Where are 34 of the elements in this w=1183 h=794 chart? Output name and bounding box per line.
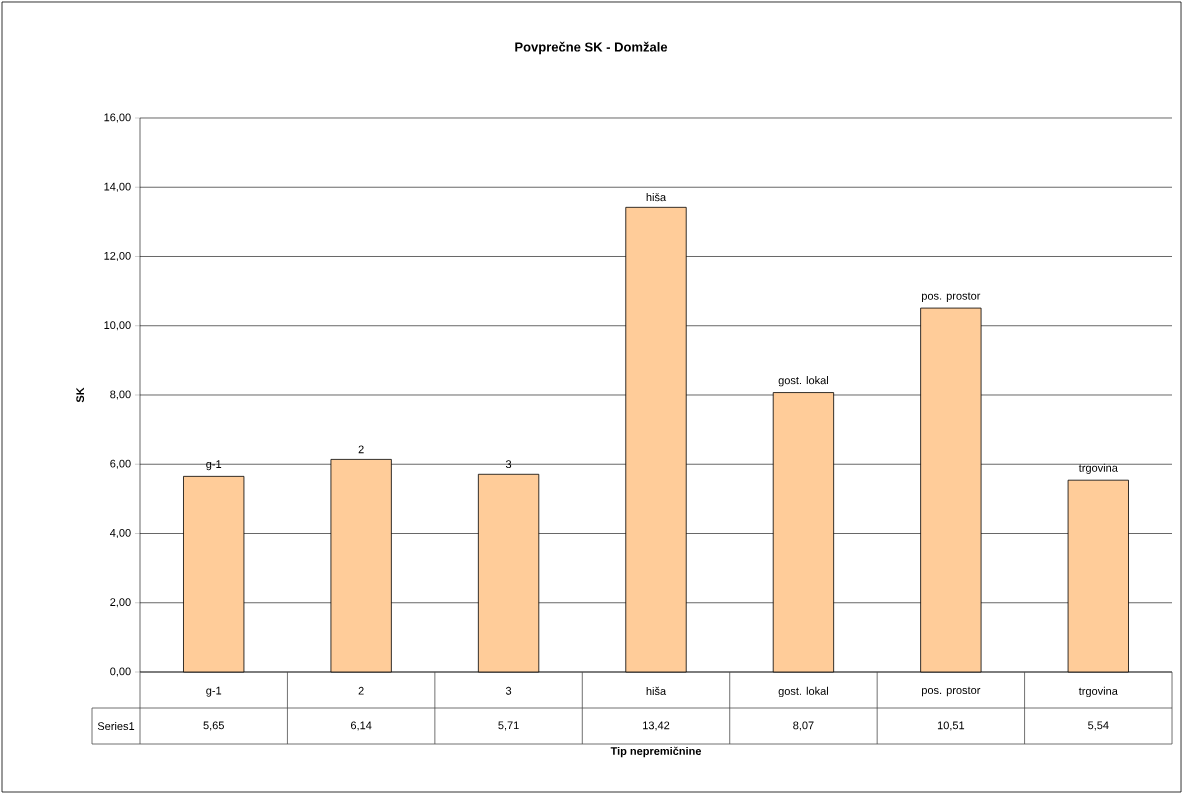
x-tick-label: gost. lokal bbox=[778, 686, 828, 698]
annotation: g-1 bbox=[206, 460, 222, 471]
text: Series1 bbox=[97, 721, 135, 731]
y-tick-label: 14,00 bbox=[104, 182, 131, 192]
x-tick-label: hiša bbox=[646, 686, 667, 695]
x-axis-title: Tip nepremičnine bbox=[610, 746, 702, 758]
annotation: 2 bbox=[358, 445, 364, 454]
x-tick-label: 2 bbox=[358, 686, 364, 695]
y-tick-label: 4,00 bbox=[109, 528, 131, 539]
y-axis-title: SK bbox=[76, 387, 85, 403]
x-tick-label: 3 bbox=[505, 686, 512, 695]
x-tick-label: trgovina bbox=[1078, 686, 1118, 698]
annotation: gost. lokal bbox=[778, 376, 828, 387]
data-label: 13,42 bbox=[643, 721, 670, 731]
data-label: 5,65 bbox=[203, 721, 224, 731]
annotation: pos. prostor bbox=[922, 292, 981, 302]
data-label: 6,14 bbox=[351, 721, 372, 731]
y-tick-label: 6,00 bbox=[110, 459, 131, 469]
annotation: trgovina bbox=[1078, 463, 1118, 474]
data-label: 5,54 bbox=[1088, 721, 1109, 731]
y-tick-label: 10,00 bbox=[104, 321, 131, 331]
data-label: 8,07 bbox=[793, 721, 814, 731]
data-label: 10,51 bbox=[937, 721, 965, 731]
annotation: 3 bbox=[505, 460, 512, 469]
x-tick-label: g-1 bbox=[206, 686, 222, 697]
x-tick-label: pos. prostor bbox=[922, 686, 981, 697]
data-label: 5,71 bbox=[498, 721, 519, 731]
y-tick-label: 16,00 bbox=[104, 113, 131, 123]
chart-title: Povprečne SK - Domžale bbox=[515, 41, 668, 55]
y-tick-label: 2,00 bbox=[110, 598, 131, 608]
y-tick-label: 12,00 bbox=[104, 251, 131, 262]
annotation: hiša bbox=[646, 193, 667, 202]
y-tick-label: 0,00 bbox=[110, 667, 131, 677]
y-tick-label: 8,00 bbox=[110, 390, 131, 400]
